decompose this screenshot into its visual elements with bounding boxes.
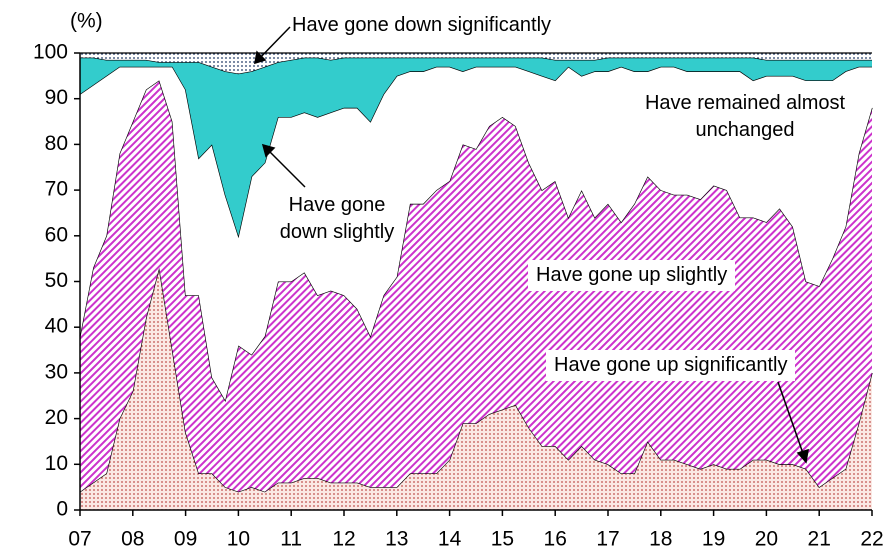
y-tick-label: 70	[45, 178, 68, 201]
area	[80, 80, 872, 492]
area	[80, 267, 872, 510]
x-tick-label: 17	[596, 528, 619, 551]
x-tick-label: 20	[755, 528, 778, 551]
y-tick-label: 100	[33, 41, 68, 64]
x-tick-label: 10	[227, 528, 250, 551]
y-tick-label: 60	[45, 223, 68, 246]
x-tick-label: 12	[332, 528, 355, 551]
y-tick-label: 0	[56, 498, 68, 521]
y-tick-label: 10	[45, 452, 68, 475]
series-label: Have remained almost unchanged	[644, 92, 846, 141]
series-label: Have gone up significantly	[546, 350, 796, 381]
x-tick-label: 21	[808, 528, 831, 551]
y-tick-label: 40	[45, 315, 68, 338]
x-tick-label: 19	[702, 528, 725, 551]
y-axis-label: (%)	[70, 10, 103, 33]
arrow-head	[796, 448, 809, 464]
x-tick-label: 14	[438, 528, 462, 551]
area	[80, 53, 872, 74]
x-tick-label: 07	[68, 528, 91, 551]
area	[80, 66, 872, 401]
y-tick-label: 90	[45, 86, 68, 109]
x-tick-label: 18	[649, 528, 672, 551]
x-tick-label: 13	[385, 528, 408, 551]
arrow	[777, 381, 807, 463]
area	[80, 57, 872, 236]
y-tick-label: 80	[45, 132, 68, 155]
y-tick-label: 20	[45, 406, 68, 429]
series-label: Have gone down significantly	[292, 14, 552, 36]
x-tick-label: 08	[121, 528, 144, 551]
series-label: Have gone up slightly	[528, 260, 736, 291]
x-tick-label: 11	[280, 528, 302, 551]
series-label: Have gone down slightly	[279, 194, 395, 243]
x-tick-label: 15	[491, 528, 514, 551]
y-tick-label: 30	[45, 360, 68, 383]
arrows	[254, 26, 809, 464]
arrow-head	[254, 50, 267, 65]
y-tick-label: 50	[45, 269, 68, 292]
x-tick-label: 09	[174, 528, 197, 551]
x-tick-label: 16	[544, 528, 567, 551]
x-tick-label: 22	[860, 528, 883, 551]
arrow-head	[261, 143, 276, 158]
